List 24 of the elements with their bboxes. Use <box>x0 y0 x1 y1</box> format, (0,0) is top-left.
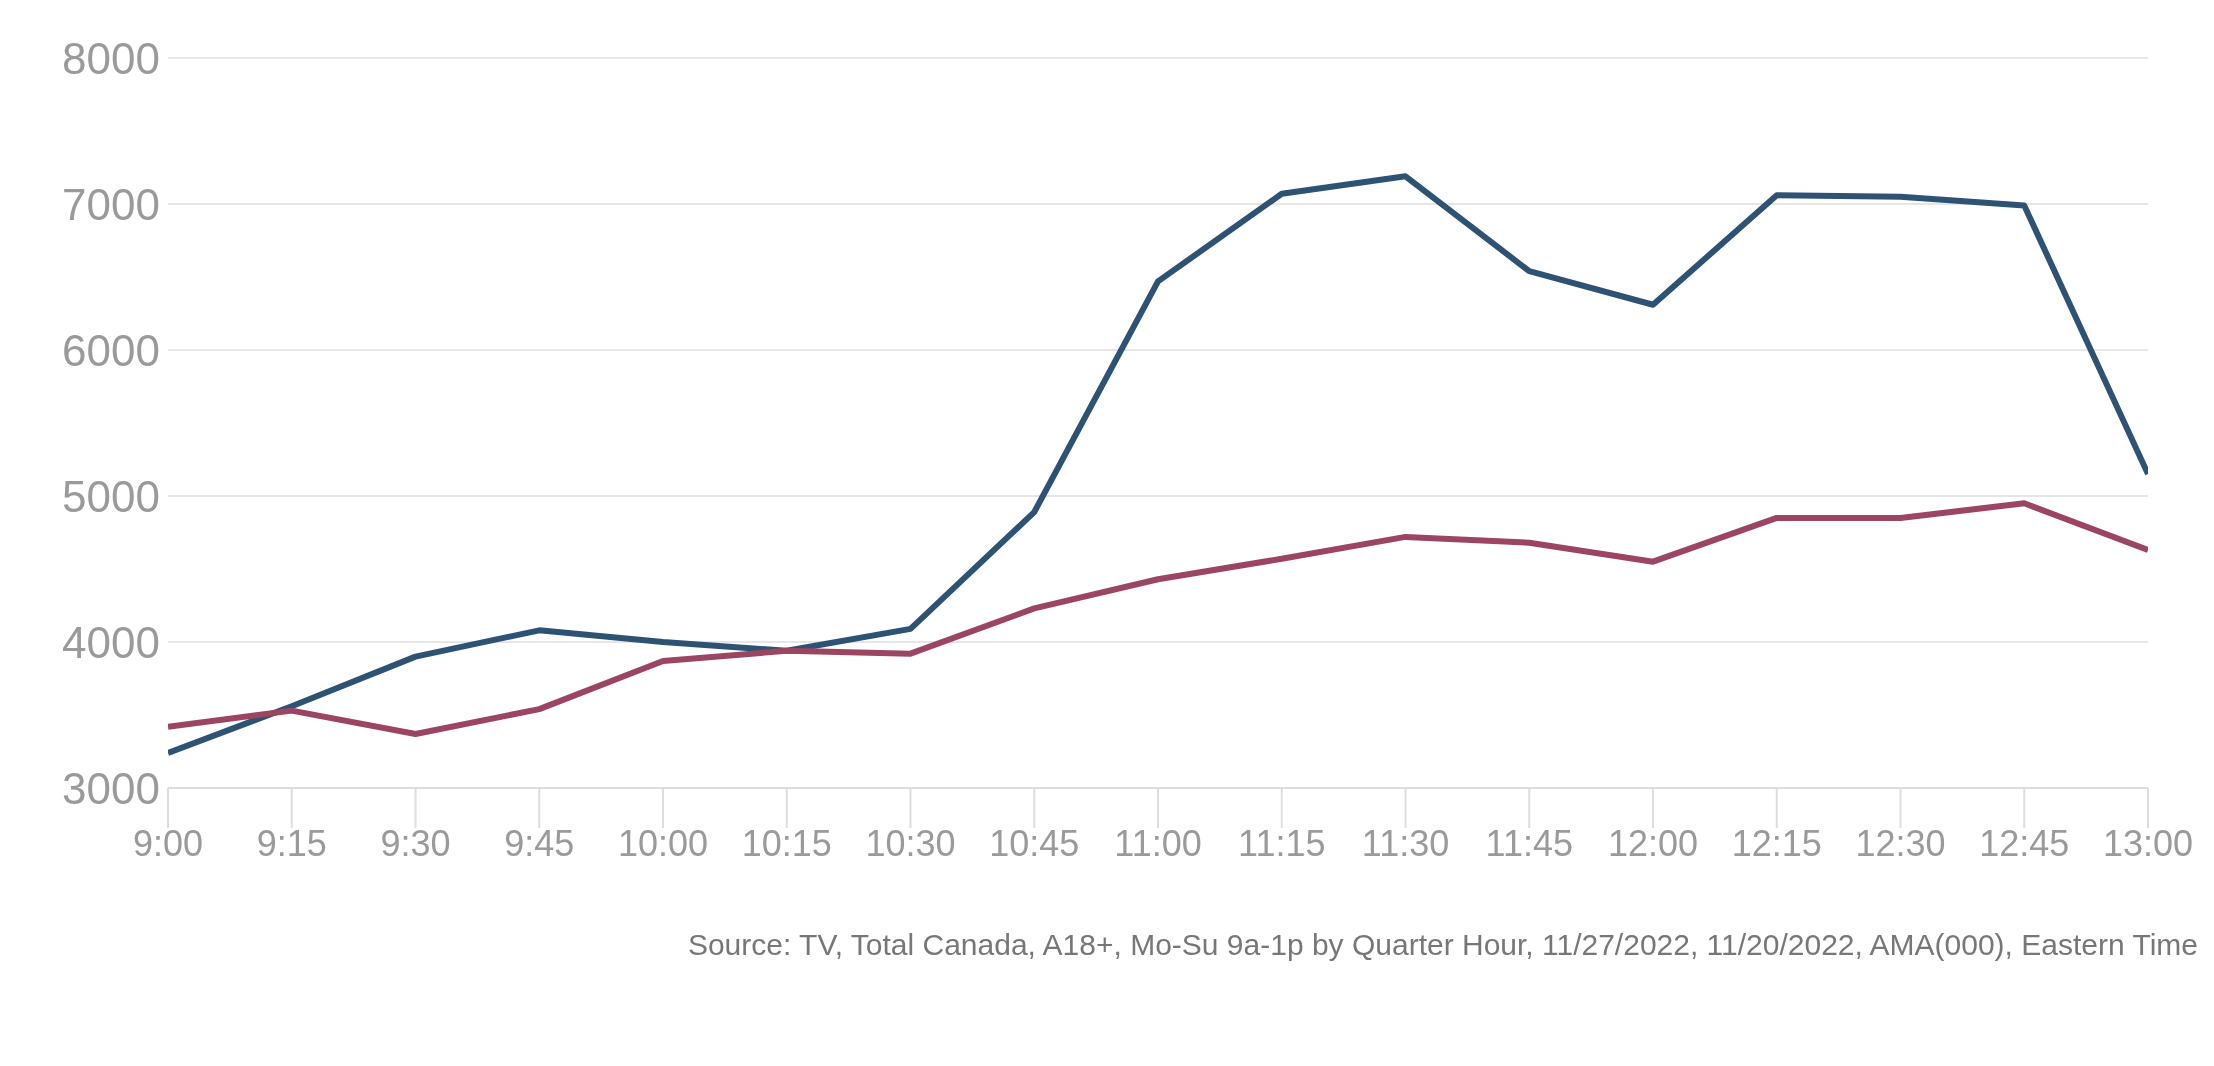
y-tick-label: 4000 <box>62 617 160 667</box>
x-tick-label: 12:00 <box>1607 822 1699 864</box>
x-tick-label: 11:30 <box>1361 822 1450 864</box>
x-tick-label: 12:15 <box>1731 822 1822 864</box>
y-tick-label: 3000 <box>62 763 160 813</box>
y-tick-label: 6000 <box>62 325 160 375</box>
x-tick-label: 10:30 <box>865 822 956 864</box>
x-tick-label: 12:30 <box>1855 822 1946 864</box>
x-tick-label: 10:45 <box>989 822 1080 864</box>
source-note: Source: TV, Total Canada, A18+, Mo-Su 9a-1p by Quarter Hour, 11/27/2022, 11/20/2022, AMA(000), Eastern Time <box>686 928 2198 962</box>
x-tick-label: 12:45 <box>1979 822 2070 864</box>
x-tick-label: 10:00 <box>617 822 709 864</box>
y-tick-label: 8000 <box>62 33 160 83</box>
x-tick-label: 11:45 <box>1485 822 1573 864</box>
x-tick-label: 9:45 <box>504 822 575 864</box>
x-tick-label: 9:00 <box>132 822 204 864</box>
y-tick-label: 5000 <box>62 471 160 521</box>
x-tick-label: 13:00 <box>2102 822 2194 864</box>
x-tick-label: 9:15 <box>256 822 327 864</box>
x-tick-label: 9:30 <box>380 822 451 864</box>
x-tick-label: 11:15 <box>1238 822 1326 864</box>
y-tick-label: 7000 <box>62 179 160 229</box>
x-tick-label: 11:00 <box>1114 822 1202 864</box>
x-tick-label: 10:15 <box>741 822 832 864</box>
